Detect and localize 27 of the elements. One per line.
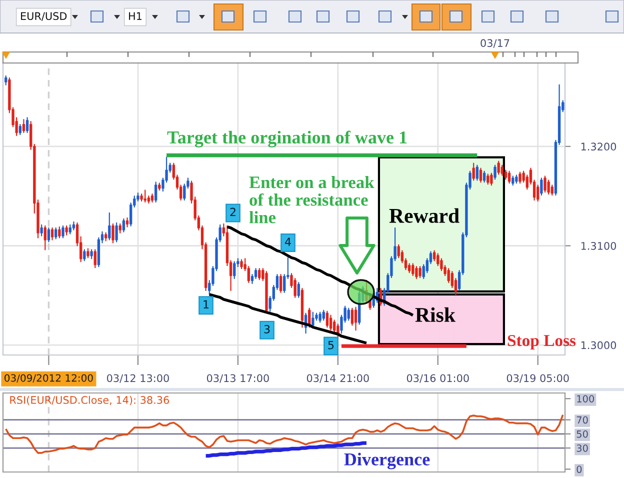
y-tick-label: 1.3000 [581, 341, 616, 350]
x-tick-label: 03/13 17:00 [206, 374, 269, 383]
chart-subtitle: H1 [129, 12, 142, 20]
annotation: 4 [285, 238, 291, 246]
y-tick-label: 100 [577, 395, 594, 402]
annotation: 2 [230, 208, 236, 216]
annotation: Stop Loss [508, 334, 576, 350]
x-tick-label: 03/12 13:00 [106, 374, 169, 383]
chart-title: EUR/USD [21, 12, 67, 21]
annotation: Target the orgination of wave 1 [167, 130, 407, 148]
annotation: 1 [204, 300, 209, 308]
annotation: 5 [328, 341, 334, 350]
x-tick-label: 03/19 05:00 [506, 374, 569, 383]
annotation: Enter on a break of the resistance line [249, 176, 374, 224]
y-tick-label: 30 [576, 444, 588, 452]
y-tick-label: 1.3100 [581, 242, 616, 250]
y-tick-label: 1.3200 [581, 142, 616, 151]
chart-title: RSI(EUR/USD.Close, 14): 38.36 [10, 396, 169, 406]
x-tick-label: 03/09/2012 12:00 [4, 374, 93, 383]
x-tick-label: 03/14 21:00 [306, 374, 369, 383]
y-tick-label: 0 [576, 466, 582, 474]
text: 03/17 [480, 39, 510, 48]
y-tick-label: 70 [576, 416, 588, 424]
y-tick-label: 50 [576, 430, 588, 438]
annotation: Divergence [344, 452, 430, 470]
x-tick-label: 03/16 01:00 [406, 374, 469, 383]
annotation: 3 [264, 324, 270, 334]
